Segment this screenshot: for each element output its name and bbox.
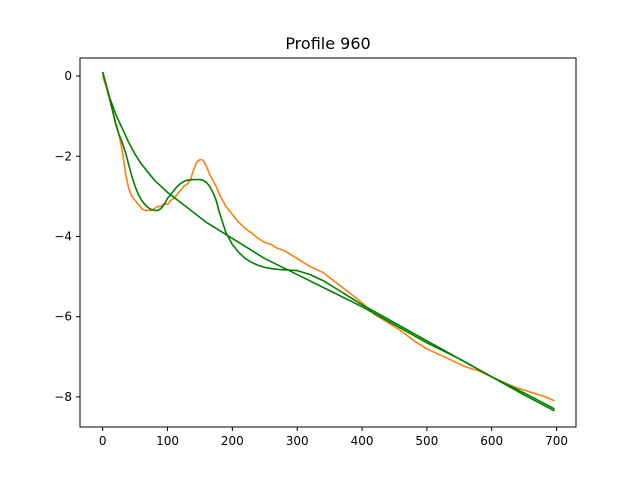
x-tick-label: 700: [545, 434, 568, 448]
series-line-1: [101, 75, 555, 402]
y-tick-label: −4: [54, 229, 72, 243]
y-tick-label: −8: [54, 390, 72, 404]
x-tick-label: 200: [221, 434, 244, 448]
y-tick-label: 0: [64, 69, 72, 83]
axes-frame: [79, 57, 577, 428]
x-axis-ticks: 0 100 200 300 400 500 600 700: [99, 427, 568, 448]
x-tick-label: 500: [415, 434, 438, 448]
x-tick-label: 0: [99, 434, 107, 448]
series-line-3: [101, 71, 555, 412]
x-tick-label: 400: [351, 434, 374, 448]
y-tick-label: −2: [54, 149, 72, 163]
chart-title: Profile 960: [285, 34, 370, 53]
y-axis-ticks: 0 −2 −4 −6 −8: [54, 69, 80, 404]
x-tick-label: 100: [156, 434, 179, 448]
plot-area: [80, 58, 576, 427]
series-line-2: [101, 71, 555, 410]
x-tick-label: 600: [480, 434, 503, 448]
y-tick-label: −6: [54, 310, 72, 324]
x-tick-label: 300: [286, 434, 309, 448]
series-layer: [101, 71, 555, 412]
